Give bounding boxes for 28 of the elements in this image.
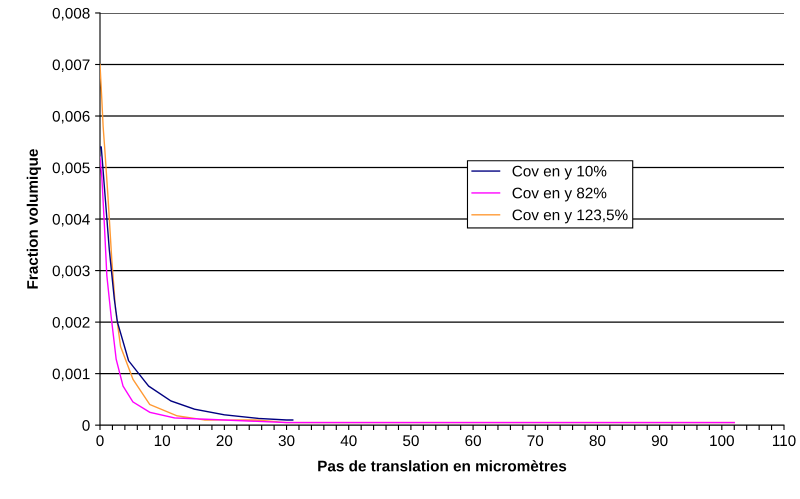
y-tick-label: 0,003 xyxy=(52,265,90,278)
y-tick-label: 0,008 xyxy=(52,8,90,20)
x-tick-label: 70 xyxy=(528,435,544,446)
x-axis-title: Pas de translation en micromètres xyxy=(318,460,566,472)
legend-label: Cov en y 10% xyxy=(512,166,606,180)
y-tick-label: 0,005 xyxy=(52,162,90,176)
x-tick-label: 40 xyxy=(340,435,357,446)
x-tick-label: 20 xyxy=(216,435,232,446)
x-tick-label: 100 xyxy=(710,435,734,446)
x-tick-label: 60 xyxy=(465,435,481,446)
y-tick-label: 0,002 xyxy=(52,316,90,330)
y-tick-label: 0 xyxy=(82,420,90,431)
x-tick-label: 90 xyxy=(652,435,668,446)
line-series xyxy=(100,156,735,424)
y-tick-label: 0,006 xyxy=(52,110,90,124)
y-tick-label: 0,004 xyxy=(52,214,90,227)
x-tick-label: 110 xyxy=(772,435,796,446)
x-tick-label: 50 xyxy=(403,435,419,446)
legend-label: Cov en y 123,5% xyxy=(512,209,628,224)
y-tick-label: 0,001 xyxy=(52,368,90,382)
x-tick-label: 0 xyxy=(96,435,104,446)
legend-label: Cov en y 82% xyxy=(512,188,606,202)
y-axis-title: Fraction volumique xyxy=(26,149,41,288)
x-tick-label: 80 xyxy=(590,435,606,446)
y-tick-label: 0,007 xyxy=(52,59,90,72)
x-tick-label: 30 xyxy=(278,435,294,446)
x-tick-label: 10 xyxy=(154,435,170,446)
line-series xyxy=(100,146,294,421)
